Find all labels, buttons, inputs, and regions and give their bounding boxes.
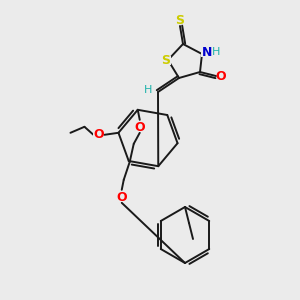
- Bar: [161, 56, 171, 64]
- Bar: [117, 193, 127, 202]
- Bar: [94, 130, 103, 139]
- Bar: [135, 123, 145, 132]
- Text: O: O: [216, 70, 226, 83]
- Text: N: N: [202, 46, 212, 59]
- Text: O: O: [116, 191, 127, 204]
- Text: O: O: [93, 128, 104, 141]
- Text: O: O: [134, 121, 145, 134]
- Bar: [201, 47, 219, 57]
- Text: H: H: [212, 47, 220, 57]
- Text: S: S: [161, 53, 170, 67]
- Text: H: H: [144, 85, 152, 95]
- Bar: [143, 85, 153, 94]
- Text: S: S: [176, 14, 184, 26]
